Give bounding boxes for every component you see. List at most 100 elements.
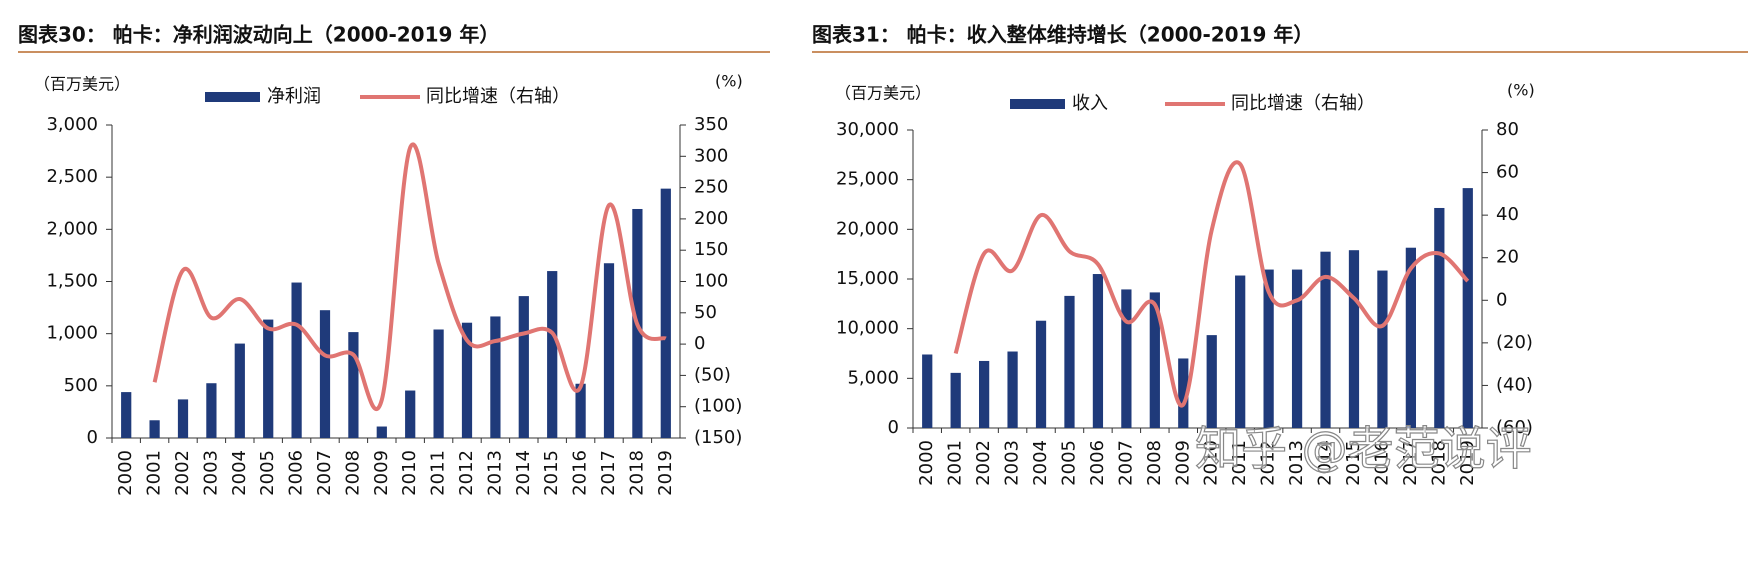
y-tick-label: 0 — [87, 427, 98, 448]
y-tick-label: 30,000 — [836, 119, 899, 140]
x-tick-label: 2019 — [655, 450, 676, 496]
x-tick-label: 2001 — [945, 440, 966, 486]
bar — [319, 310, 331, 438]
y2-axis-unit: (%) — [715, 72, 743, 91]
y2-tick-label: 20 — [1496, 247, 1519, 268]
bar — [575, 383, 586, 438]
y2-tick-label: (100) — [694, 396, 742, 417]
bar — [291, 282, 302, 438]
y-axis-unit: （百万美元） — [34, 75, 130, 94]
y2-tick-label: (60) — [1496, 417, 1533, 438]
bar — [547, 271, 558, 438]
x-tick-label: 2018 — [1428, 440, 1449, 486]
bar — [1462, 188, 1473, 428]
x-tick-label: 2007 — [314, 450, 335, 496]
y2-tick-label: 50 — [694, 302, 717, 323]
y-tick-label: 1,000 — [46, 323, 98, 344]
bar — [433, 329, 444, 438]
bar — [206, 383, 217, 438]
bar — [603, 263, 615, 438]
x-tick-label: 2014 — [513, 450, 534, 496]
y-tick-label: 1,500 — [46, 271, 98, 292]
y-tick-label: 0 — [888, 417, 899, 438]
x-tick-label: 2015 — [1343, 440, 1364, 486]
y2-tick-label: (40) — [1496, 374, 1533, 395]
bar — [490, 316, 501, 438]
y2-tick-label: (50) — [694, 364, 731, 385]
bar — [1149, 292, 1160, 428]
y2-tick-label: 100 — [694, 271, 728, 292]
y2-tick-label: (20) — [1496, 332, 1533, 353]
legend-label: 收入 — [1072, 93, 1108, 114]
x-tick-label: 2010 — [1201, 440, 1222, 486]
x-tick-label: 2000 — [115, 450, 136, 496]
legend-label: 同比增速（右轴） — [1231, 93, 1375, 114]
y2-tick-label: 350 — [694, 114, 728, 135]
y-tick-label: 2,000 — [46, 218, 98, 239]
x-tick-label: 2017 — [598, 450, 619, 496]
bar — [1178, 358, 1189, 428]
bar — [234, 343, 245, 438]
x-tick-label: 2000 — [916, 440, 937, 486]
y2-tick-label: 0 — [694, 333, 705, 354]
x-tick-label: 2008 — [1144, 440, 1165, 486]
y2-tick-label: (150) — [694, 427, 742, 448]
bar — [1320, 251, 1331, 428]
y-tick-label: 3,000 — [46, 114, 98, 135]
legend-label: 净利润 — [267, 86, 321, 107]
y2-axis-unit: (%) — [1507, 81, 1535, 100]
x-tick-label: 2005 — [257, 450, 278, 496]
x-tick-label: 2007 — [1115, 440, 1136, 486]
legend-swatch — [1010, 99, 1065, 109]
y-tick-label: 20,000 — [836, 218, 899, 239]
y2-tick-label: 0 — [1496, 289, 1507, 310]
x-tick-label: 2017 — [1400, 440, 1421, 486]
bar — [177, 399, 189, 438]
y2-tick-label: 60 — [1496, 162, 1519, 183]
x-tick-label: 2006 — [286, 450, 307, 496]
x-tick-label: 2012 — [456, 450, 477, 496]
bar — [1348, 250, 1360, 428]
y2-tick-label: 150 — [694, 239, 728, 260]
y-tick-label: 5,000 — [847, 367, 899, 388]
x-tick-label: 2014 — [1315, 440, 1336, 486]
x-tick-label: 2002 — [172, 450, 193, 496]
x-tick-label: 2008 — [342, 450, 363, 496]
x-tick-label: 2009 — [371, 450, 392, 496]
y2-tick-label: 300 — [694, 145, 728, 166]
x-tick-label: 2019 — [1457, 440, 1478, 486]
bar — [1235, 275, 1246, 428]
x-tick-label: 2006 — [1087, 440, 1108, 486]
bar — [1291, 269, 1303, 428]
watermark: 知乎 @老范说评 — [1195, 422, 1532, 476]
y2-tick-label: 250 — [694, 177, 728, 198]
bar — [922, 354, 933, 428]
bar — [1064, 295, 1075, 428]
chart-title: 图表30： 帕卡：净利润波动向上（2000-2019 年） — [18, 23, 499, 47]
x-tick-label: 2016 — [1371, 440, 1392, 486]
x-tick-label: 2002 — [973, 440, 994, 486]
bar — [518, 296, 529, 438]
x-tick-label: 2004 — [1030, 440, 1051, 486]
y-axis-unit: （百万美元） — [835, 84, 931, 103]
x-tick-label: 2012 — [1258, 440, 1279, 486]
line-series — [953, 160, 1470, 408]
bar — [1007, 351, 1018, 428]
x-tick-label: 2015 — [541, 450, 562, 496]
x-tick-label: 2013 — [484, 450, 505, 496]
bar — [348, 332, 359, 438]
bar — [405, 390, 416, 438]
x-tick-label: 2003 — [1002, 440, 1023, 486]
y-tick-label: 15,000 — [836, 268, 899, 289]
bar — [1405, 247, 1416, 428]
y2-tick-label: 40 — [1496, 204, 1519, 225]
y-tick-label: 25,000 — [836, 169, 899, 190]
bar — [376, 426, 387, 438]
x-tick-label: 2010 — [399, 450, 420, 496]
line-series — [152, 142, 667, 412]
bar — [1035, 320, 1047, 428]
bar — [461, 322, 473, 438]
bar — [1263, 269, 1274, 428]
bar — [1092, 274, 1104, 428]
